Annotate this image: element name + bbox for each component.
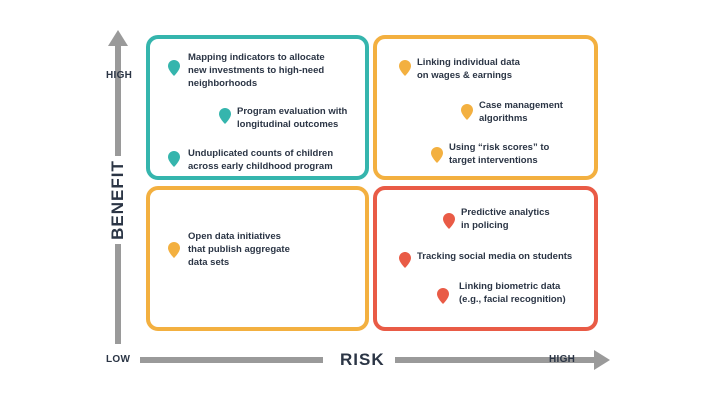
x-axis-arrow-icon xyxy=(594,350,610,370)
item-label-line: across early childhood program xyxy=(188,161,333,172)
y-axis-high-label: HIGH xyxy=(106,70,133,81)
item-label-line: in policing xyxy=(461,220,509,231)
x-axis-title: RISK xyxy=(340,350,385,369)
x-axis-line-right xyxy=(395,357,595,363)
map-pin-icon xyxy=(168,60,180,76)
item-label-line: Using “risk scores” to xyxy=(449,142,550,153)
item-label: Using “risk scores” to target interventi… xyxy=(449,141,549,167)
item-label-line: Predictive analytics xyxy=(461,207,550,218)
quadrant-high-benefit-low-risk: Mapping indicators to allocate new inves… xyxy=(146,35,369,180)
map-pin-icon xyxy=(443,213,455,229)
map-pin-icon xyxy=(399,252,411,268)
item-label-line: new investments to high-need xyxy=(188,65,325,76)
map-pin-icon xyxy=(219,108,231,124)
item-label: Open data initiatives that publish aggre… xyxy=(188,230,290,269)
quadrant-low-benefit-high-risk: Predictive analytics in policing Trackin… xyxy=(373,186,598,331)
y-axis-title: BENEFIT xyxy=(108,160,127,240)
item-label: Linking biometric data (e.g., facial rec… xyxy=(459,280,566,306)
item-label: Program evaluation with longitudinal out… xyxy=(237,105,347,131)
item-label-line: data sets xyxy=(188,257,230,268)
item-label: Predictive analytics in policing xyxy=(461,206,550,232)
item-label: Linking individual data on wages & earni… xyxy=(417,56,520,82)
map-pin-icon xyxy=(168,242,180,258)
item-label-line: Open data initiatives xyxy=(188,231,281,242)
item-label-line: Program evaluation with xyxy=(237,106,348,117)
item-label-line: Tracking social media on students xyxy=(417,251,573,262)
item-label-line: Mapping indicators to allocate xyxy=(188,52,325,63)
item-label-line: target interventions xyxy=(449,155,538,166)
axis-low-label: LOW xyxy=(106,354,131,365)
item-label-line: Linking individual data xyxy=(417,57,520,68)
item-label-line: that publish aggregate xyxy=(188,244,290,255)
item-label: Tracking social media on students xyxy=(417,250,572,263)
x-axis-high-label: HIGH xyxy=(549,354,576,365)
map-pin-icon xyxy=(461,104,473,120)
item-label: Case management algorithms xyxy=(479,99,563,125)
item-label: Mapping indicators to allocate new inves… xyxy=(188,51,325,90)
item-label-line: Case management xyxy=(479,100,563,111)
item-label-line: algorithms xyxy=(479,113,528,124)
x-axis-line-left xyxy=(140,357,323,363)
item-label: Unduplicated counts of children across e… xyxy=(188,147,333,173)
item-label-line: Linking biometric data xyxy=(459,281,561,292)
map-pin-icon xyxy=(437,288,449,304)
item-label-line: neighborhoods xyxy=(188,78,258,89)
item-label-line: on wages & earnings xyxy=(417,70,513,81)
y-axis-line-upper xyxy=(115,44,121,156)
item-label-line: (e.g., facial recognition) xyxy=(459,294,566,305)
map-pin-icon xyxy=(399,60,411,76)
item-label-line: longitudinal outcomes xyxy=(237,119,339,130)
quadrant-high-benefit-high-risk: Linking individual data on wages & earni… xyxy=(373,35,598,180)
y-axis-arrow-icon xyxy=(108,30,128,46)
item-label-line: Unduplicated counts of children xyxy=(188,148,334,159)
map-pin-icon xyxy=(168,151,180,167)
quadrant-low-benefit-low-risk: Open data initiatives that publish aggre… xyxy=(146,186,369,331)
y-axis-line-lower xyxy=(115,244,121,344)
map-pin-icon xyxy=(431,147,443,163)
